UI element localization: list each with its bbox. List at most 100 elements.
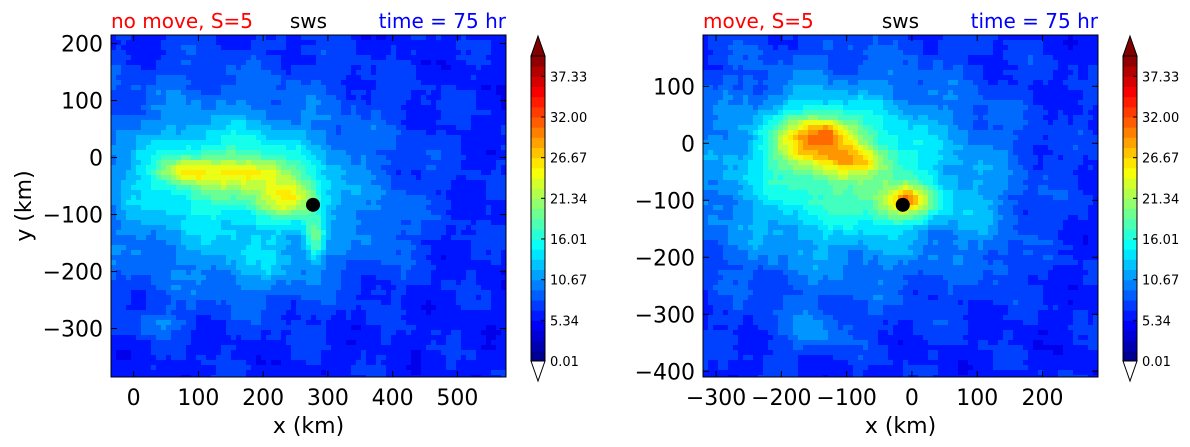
contour-cell: [196, 220, 202, 226]
contour-cell: [346, 155, 352, 161]
contour-cell: [261, 315, 267, 321]
contour-cell: [391, 265, 397, 271]
contour-cell: [441, 245, 447, 251]
contour-cell: [451, 80, 457, 86]
contour-cell: [426, 140, 432, 146]
contour-cell: [331, 275, 337, 281]
contour-cell: [131, 275, 137, 281]
contour-cell: [211, 370, 217, 376]
contour-cell: [426, 35, 432, 41]
contour-cell: [471, 45, 477, 51]
contour-cell: [426, 225, 432, 231]
contour-cell: [466, 290, 472, 296]
contour-cell: [301, 200, 307, 206]
contour-cell: [306, 375, 312, 377]
contour-cell: [281, 320, 287, 326]
contour-cell: [121, 335, 127, 341]
contour-cell: [211, 95, 217, 101]
contour-cell: [421, 60, 427, 66]
contour-cell: [236, 225, 242, 231]
contour-cell: [361, 270, 367, 276]
contour-cell: [166, 255, 172, 261]
contour-cell: [311, 85, 317, 91]
contour-cell: [306, 195, 312, 201]
contour-cell: [456, 115, 462, 121]
contour-cell: [316, 85, 322, 91]
contour-cell: [136, 205, 142, 211]
contour-cell: [156, 45, 162, 51]
contour-cell: [296, 155, 302, 161]
contour-cell: [376, 355, 382, 361]
contour-cell: [206, 225, 212, 231]
contour-cell: [246, 145, 252, 151]
contour-cell: [206, 105, 212, 111]
contour-cell: [196, 235, 202, 241]
contour-cell: [466, 235, 472, 241]
contour-cell: [351, 330, 357, 336]
contour-cell: [406, 55, 412, 61]
contour-cell: [111, 130, 117, 136]
contour-cell: [131, 340, 137, 346]
contour-cell: [216, 220, 222, 226]
contour-cell: [296, 370, 302, 376]
contour-cell: [266, 195, 272, 201]
contour-cell: [391, 120, 397, 126]
contour-cell: [466, 295, 472, 301]
contour-cell: [456, 160, 462, 166]
contour-cell: [376, 35, 382, 41]
contour-cell: [436, 230, 442, 236]
contour-cell: [186, 230, 192, 236]
contour-cell: [126, 160, 132, 166]
contour-cell: [266, 110, 272, 116]
contour-cell: [296, 325, 302, 331]
contour-cell: [281, 305, 287, 311]
contour-cell: [446, 255, 452, 261]
contour-cell: [241, 230, 247, 236]
contour-cell: [161, 50, 167, 56]
contour-cell: [161, 100, 167, 106]
contour-cell: [446, 190, 452, 196]
contour-cell: [141, 335, 147, 341]
contour-cell: [151, 130, 157, 136]
contour-cell: [441, 305, 447, 311]
contour-cell: [261, 55, 267, 61]
contour-cell: [221, 320, 227, 326]
contour-cell: [341, 330, 347, 336]
contour-cell: [206, 220, 212, 226]
contour-cell: [456, 110, 462, 116]
contour-cell: [396, 75, 402, 81]
contour-cell: [171, 60, 177, 66]
contour-cell: [376, 360, 382, 366]
contour-cell: [151, 220, 157, 226]
contour-cell: [316, 50, 322, 56]
contour-cell: [241, 270, 247, 276]
contour-cell: [306, 240, 312, 246]
contour-cell: [251, 360, 257, 366]
contour-cell: [246, 100, 252, 106]
contour-cell: [261, 90, 267, 96]
contour-cell: [331, 300, 337, 306]
contour-cell: [186, 295, 192, 301]
contour-cell: [361, 100, 367, 106]
contour-cell: [351, 75, 357, 81]
contour-cell: [221, 375, 227, 377]
contour-cell: [391, 325, 397, 331]
contour-cell: [241, 285, 247, 291]
contour-cell: [306, 125, 312, 131]
contour-cell: [336, 55, 342, 61]
contour-cell: [271, 275, 277, 281]
contour-cell: [156, 155, 162, 161]
contour-cell: [126, 295, 132, 301]
contour-cell: [361, 70, 367, 76]
contour-cell: [366, 145, 372, 151]
contour-cell: [441, 220, 447, 226]
contour-cell: [326, 100, 332, 106]
contour-cell: [361, 250, 367, 256]
contour-cell: [236, 205, 242, 211]
contour-cell: [226, 90, 232, 96]
contour-cell: [396, 120, 402, 126]
contour-cell: [446, 365, 452, 371]
contour-cell: [471, 150, 477, 156]
contour-cell: [226, 345, 232, 351]
contour-cell: [276, 355, 282, 361]
